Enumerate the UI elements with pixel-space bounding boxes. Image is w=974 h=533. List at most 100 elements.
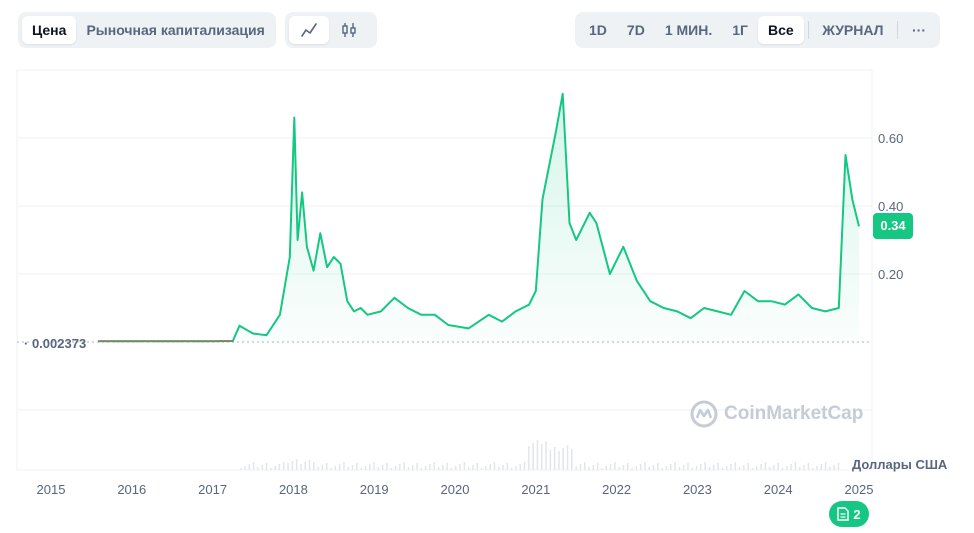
volume-bar [394, 466, 397, 470]
volume-bar [541, 444, 543, 470]
volume-bar [657, 463, 659, 470]
start-price-label: · 0.002373 [24, 336, 87, 351]
candlestick-icon [342, 23, 356, 37]
volume-bar [498, 467, 500, 470]
volume-bar [781, 468, 784, 470]
volume-bar [584, 462, 586, 470]
volume-bar [351, 465, 354, 470]
volume-bar [283, 462, 285, 470]
volume-bar [790, 464, 792, 470]
volume-bar [725, 466, 728, 470]
price-area [98, 93, 860, 342]
volume-bar [816, 466, 818, 470]
volume-bar [734, 462, 736, 470]
volume-bar [764, 462, 767, 470]
volume-bar [833, 465, 835, 470]
currency-label: Доллары США [852, 457, 948, 472]
volume-bar [704, 462, 706, 470]
volume-bar [399, 464, 401, 470]
chart-frame [16, 69, 873, 471]
volume-bar [476, 463, 478, 470]
volume-bar [807, 463, 810, 470]
volume-bar [377, 467, 380, 470]
candlestick-button[interactable] [329, 16, 369, 44]
volume-bar [265, 463, 268, 470]
volume-bar [343, 462, 345, 470]
range-1d[interactable]: 1D [589, 22, 607, 38]
volume-bar [450, 468, 453, 470]
y-tick-label: 0.60 [878, 131, 903, 146]
range-1y[interactable]: 1Г [732, 22, 748, 38]
x-tick-label: 2018 [279, 482, 308, 497]
volume-bar [566, 445, 569, 470]
volume-bar [768, 467, 771, 470]
coinmarketcap-logo-icon [690, 400, 718, 428]
volume-bar [515, 466, 517, 470]
toolbar-divider [897, 21, 898, 39]
volume-bar [330, 468, 332, 470]
volume-bar [648, 467, 650, 470]
events-badge[interactable]: 2 [829, 501, 869, 527]
volume-bar [588, 467, 590, 470]
price-line [98, 92, 860, 343]
volume-bar [420, 468, 423, 470]
volume-bar [829, 467, 831, 470]
volume-bar [360, 468, 362, 470]
range-all[interactable]: Все [757, 16, 804, 44]
volume-bar [528, 446, 530, 470]
volume-bar [321, 465, 324, 470]
volume-bar [695, 466, 698, 470]
volume-bar [502, 465, 504, 470]
volume-bar [364, 466, 367, 470]
volume-bar [536, 440, 539, 470]
volume-bar [700, 464, 702, 470]
volume-bar [424, 466, 427, 470]
tab-price[interactable]: Цена [22, 16, 77, 44]
events-count: 2 [853, 506, 861, 522]
volume-bar [678, 467, 681, 470]
range-7d[interactable]: 7D [626, 22, 645, 38]
volume-bar [803, 465, 805, 470]
volume-bar [799, 467, 801, 470]
watermark-text: CoinMarketCap [724, 403, 864, 424]
volume-bar [751, 468, 754, 470]
volume-bar [308, 460, 311, 470]
volume-bar [721, 468, 724, 470]
volume-bar [270, 468, 272, 470]
volume-bar [291, 461, 294, 470]
x-tick-label: 2017 [198, 482, 227, 497]
volume-bar [545, 441, 547, 470]
range-1m[interactable]: 1 МИН. [664, 22, 713, 38]
volume-bar [489, 464, 491, 470]
volume-bar [317, 467, 319, 470]
current-price-badge: 0.34 [873, 213, 913, 239]
range-switch: 1D 7D 1 МИН. 1Г Все ЖУРНАЛ ··· [575, 12, 940, 48]
volume-bar [592, 465, 595, 470]
volume-bar [622, 465, 625, 470]
volume-bar [609, 464, 612, 470]
toolbar-divider [807, 21, 809, 39]
volume-bar [437, 467, 440, 470]
volume-bar [773, 465, 775, 470]
more-button[interactable]: ··· [912, 22, 926, 38]
volume-bar [287, 463, 289, 470]
volume-bar [571, 449, 573, 470]
log-scale-button[interactable]: ЖУРНАЛ [822, 22, 884, 38]
tab-market-cap[interactable]: Рыночная капитализация [86, 22, 265, 38]
volume-bar [304, 462, 306, 470]
x-tick-label: 2016 [117, 482, 146, 497]
volume-bar [244, 466, 246, 470]
volume-bar [240, 468, 242, 470]
volume-bar [532, 443, 534, 470]
volume-bar [403, 462, 405, 470]
volume-bar [506, 463, 509, 470]
volume-bar [665, 466, 668, 470]
line-chart-button[interactable] [289, 16, 329, 44]
volume-bar [635, 466, 638, 470]
volume-bar [257, 467, 259, 470]
volume-bar [446, 463, 448, 470]
x-tick-label: 2023 [683, 482, 712, 497]
volume-bar [730, 464, 732, 470]
volume-bar [252, 462, 255, 470]
x-tick-label: 2025 [845, 482, 874, 497]
